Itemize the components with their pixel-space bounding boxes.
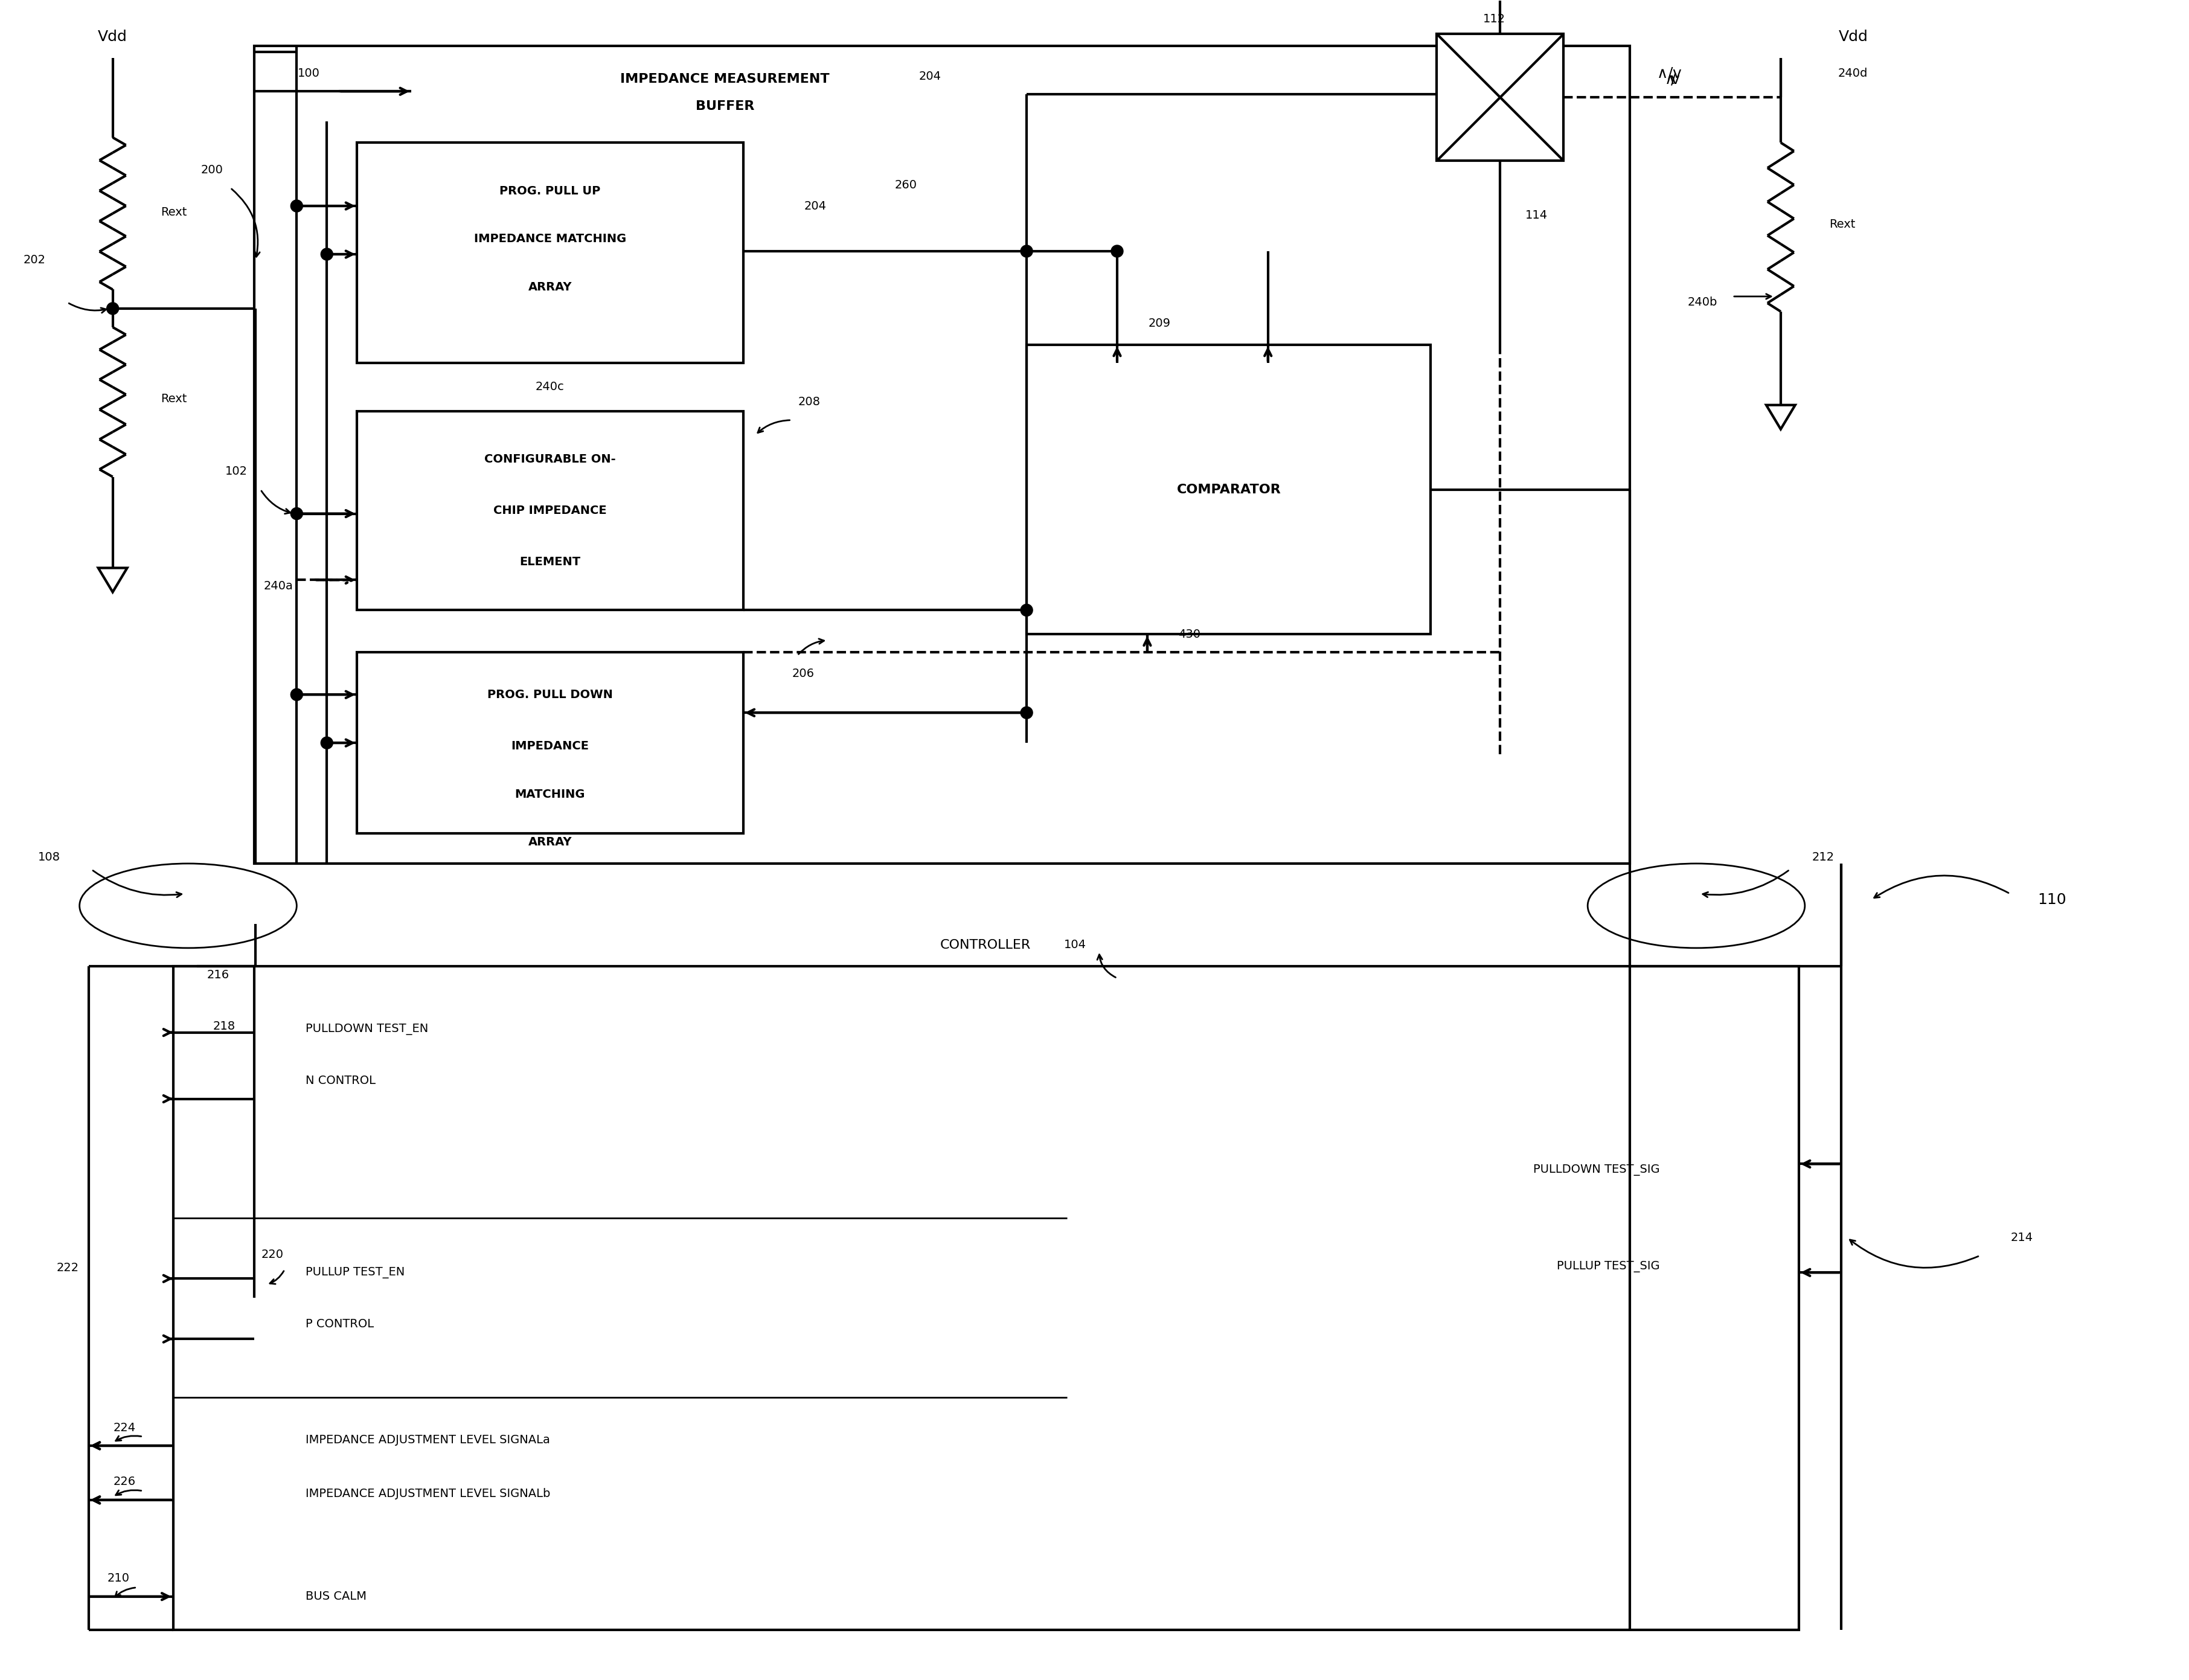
Text: ELEMENT: ELEMENT <box>519 556 580 568</box>
Text: 220: 220 <box>260 1248 285 1260</box>
Bar <box>254 45 1631 864</box>
Text: 260: 260 <box>895 180 917 190</box>
Text: N CONTROL: N CONTROL <box>306 1075 377 1087</box>
Text: 240c: 240c <box>536 381 565 393</box>
Circle shape <box>322 249 333 260</box>
Text: IMPEDANCE MATCHING: IMPEDANCE MATCHING <box>473 234 626 245</box>
Text: 112: 112 <box>1482 13 1506 25</box>
Text: PROG. PULL DOWN: PROG. PULL DOWN <box>488 689 613 701</box>
Text: Rext: Rext <box>162 393 186 405</box>
Text: MATCHING: MATCHING <box>514 788 584 800</box>
Text: COMPARATOR: COMPARATOR <box>1175 484 1281 496</box>
Text: 212: 212 <box>1812 852 1834 864</box>
Text: IMPEDANCE MEASUREMENT: IMPEDANCE MEASUREMENT <box>619 74 830 86</box>
Text: Rext: Rext <box>1830 218 1854 230</box>
Text: 208: 208 <box>799 396 821 408</box>
Text: IMPEDANCE ADJUSTMENT LEVEL SIGNALa: IMPEDANCE ADJUSTMENT LEVEL SIGNALa <box>306 1435 549 1445</box>
Text: 100: 100 <box>298 67 320 79</box>
Text: 206: 206 <box>792 667 814 679</box>
Text: $\wedge$/v: $\wedge$/v <box>1657 66 1681 81</box>
Text: ARRAY: ARRAY <box>528 282 571 292</box>
Text: P CONTROL: P CONTROL <box>306 1319 374 1329</box>
Text: 222: 222 <box>57 1262 79 1273</box>
Text: 108: 108 <box>37 852 61 864</box>
Text: CONFIGURABLE ON-: CONFIGURABLE ON- <box>484 454 615 465</box>
Text: ARRAY: ARRAY <box>528 837 571 848</box>
Text: PULLDOWN TEST_EN: PULLDOWN TEST_EN <box>306 1023 429 1035</box>
Text: 216: 216 <box>208 969 230 981</box>
Text: 240a: 240a <box>265 580 293 591</box>
Text: BUS CALM: BUS CALM <box>306 1591 368 1603</box>
Circle shape <box>107 302 118 314</box>
Text: 430: 430 <box>1178 628 1202 640</box>
Circle shape <box>1112 245 1123 257</box>
Circle shape <box>1020 245 1033 257</box>
Bar <box>357 412 742 610</box>
Text: BUFFER: BUFFER <box>696 101 755 113</box>
Text: PULLDOWN TEST_SIG: PULLDOWN TEST_SIG <box>1534 1164 1659 1176</box>
Text: 202: 202 <box>24 254 46 265</box>
Circle shape <box>1020 707 1033 719</box>
Text: IMPEDANCE: IMPEDANCE <box>510 741 589 751</box>
Text: CONTROLLER: CONTROLLER <box>941 939 1031 951</box>
Bar <box>357 143 742 363</box>
Text: PULLUP TEST_SIG: PULLUP TEST_SIG <box>1556 1260 1659 1272</box>
Text: IMPEDANCE ADJUSTMENT LEVEL SIGNALb: IMPEDANCE ADJUSTMENT LEVEL SIGNALb <box>306 1488 549 1500</box>
Text: 110: 110 <box>2038 892 2066 907</box>
Text: 210: 210 <box>107 1572 129 1584</box>
Text: 240d: 240d <box>1839 67 1867 79</box>
Text: 214: 214 <box>2012 1231 2034 1243</box>
Circle shape <box>322 738 333 749</box>
Text: CHIP IMPEDANCE: CHIP IMPEDANCE <box>493 506 606 516</box>
Circle shape <box>1020 605 1033 617</box>
Bar <box>1027 344 1432 635</box>
Text: 204: 204 <box>919 71 941 82</box>
Circle shape <box>291 689 302 701</box>
Text: 200: 200 <box>201 165 223 175</box>
Text: 226: 226 <box>114 1477 136 1487</box>
Circle shape <box>291 507 302 519</box>
Text: PROG. PULL UP: PROG. PULL UP <box>499 185 600 197</box>
Text: 240b: 240b <box>1688 297 1716 307</box>
Circle shape <box>291 200 302 212</box>
Text: 114: 114 <box>1526 210 1548 220</box>
Text: Vdd: Vdd <box>1839 30 1867 44</box>
Text: 102: 102 <box>225 465 247 477</box>
Text: $\wedge\!\!/\!\!$v: $\wedge\!\!/\!\!$v <box>1664 72 1681 86</box>
Bar <box>357 652 742 833</box>
Text: Rext: Rext <box>162 207 186 218</box>
Text: 209: 209 <box>1149 318 1171 329</box>
Text: Vdd: Vdd <box>99 30 127 44</box>
Text: 224: 224 <box>114 1421 136 1433</box>
Bar <box>173 966 1799 1630</box>
Text: 104: 104 <box>1064 939 1086 951</box>
Bar <box>1436 34 1563 161</box>
Text: PULLUP TEST_EN: PULLUP TEST_EN <box>306 1267 405 1278</box>
Text: 204: 204 <box>803 200 827 212</box>
Text: 218: 218 <box>212 1021 236 1032</box>
